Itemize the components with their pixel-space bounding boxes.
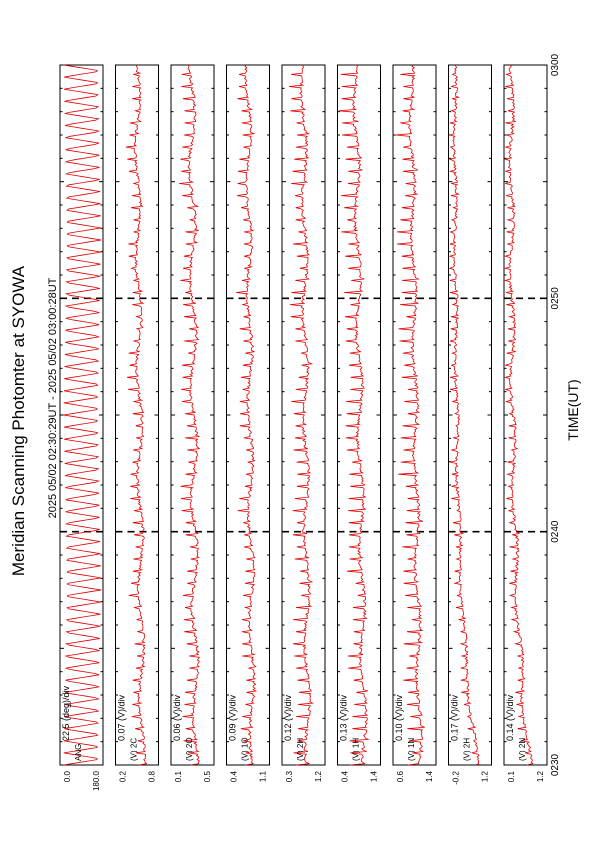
panel-8: 1.2 -0.2(V) 2H0.17 (V)/div [448, 64, 492, 785]
panel-frame [59, 64, 104, 766]
panel-name: (V) 1O [241, 737, 250, 761]
panel-name: ANG [74, 744, 83, 761]
panel-scale: 0.13 (V)/div [339, 694, 349, 741]
panel-name: (V) 2C [130, 738, 139, 761]
panel-6: 1.4 0.4(V) 1H0.13 (V)/div [337, 64, 381, 782]
series-trace [236, 64, 258, 766]
panel-scale: 0.14 (V)/div [505, 694, 515, 741]
ytick-top: 1.4 [370, 770, 379, 782]
panel-name: (V) 2N [518, 738, 527, 761]
time-tick-label: 0300 [550, 53, 561, 76]
ytick-top: 180.0 [92, 770, 101, 791]
figure-title: Meridian Scanning Photomter at SYOWA [9, 265, 28, 576]
ytick-bottom: 0.4 [341, 770, 350, 782]
series-trace [288, 64, 315, 766]
time-tick-label: 0240 [550, 520, 561, 543]
ytick-top: 0.5 [203, 770, 212, 782]
series-trace [503, 64, 534, 766]
ytick-bottom: 0.2 [119, 770, 128, 782]
ytick-top: 1.2 [481, 770, 490, 782]
panel-name: (V) 1N [407, 738, 416, 761]
time-tick-label: 0250 [550, 287, 561, 310]
series-trace [125, 64, 148, 766]
ytick-bottom: 0.1 [174, 770, 183, 782]
series-trace [448, 64, 480, 766]
panel-scale: 0.09 (V)/div [228, 694, 238, 741]
ytick-top: 1.4 [425, 770, 434, 782]
panel-name: (V) 2H [296, 738, 305, 761]
panel-scale: 22.5 (deg)/div [61, 685, 71, 741]
ytick-bottom: -0.2 [452, 770, 461, 784]
figure-subtitle: 2025 05/02 02:30:29UT - 2025 05/02 03:00… [47, 277, 59, 518]
panel-2: 0.8 0.2(V) 2C0.07 (V)/div [115, 64, 159, 782]
panel-4: 1.1 0.4(V) 1O0.09 (V)/div [226, 64, 270, 782]
panel-name: (V) 1H [352, 738, 361, 761]
ytick-bottom: 0.1 [507, 770, 516, 782]
panel-5: 1.2 0.3(V) 2H0.12 (V)/div [281, 64, 326, 782]
panel-scale: 0.07 (V)/div [117, 694, 127, 741]
time-tick-labels: 0230 0240 0250 0300 [550, 53, 561, 776]
panel-7: 1.4 0.6(V) 1N0.10 (V)/div [392, 64, 437, 782]
panel-3: 0.5 0.1(V) 2O0.06 (V)/div [170, 64, 215, 782]
x-axis-label: TIME(UT) [565, 379, 581, 440]
ytick-top: 1.1 [259, 770, 268, 782]
panel-name: (V) 2H [463, 738, 472, 761]
ytick-top: 0.8 [148, 770, 157, 782]
panel-scale: 0.12 (V)/div [283, 694, 293, 741]
ytick-top: 1.2 [314, 770, 323, 782]
panel-9: 1.2 0.1(V) 2N0.14 (V)/div [503, 64, 548, 782]
ytick-bottom: 0.6 [396, 770, 405, 782]
panel-scale: 0.17 (V)/div [450, 694, 460, 741]
time-tick-label: 0230 [550, 753, 561, 776]
series-trace [338, 64, 370, 766]
panel-scale: 0.06 (V)/div [172, 694, 182, 741]
series-trace [63, 64, 102, 766]
panel-name: (V) 2O [185, 737, 194, 761]
series-trace [179, 64, 201, 766]
series-trace [395, 64, 425, 766]
ytick-bottom: 0.4 [230, 770, 239, 782]
panel-scale: 0.10 (V)/div [394, 694, 404, 741]
ytick-bottom: 0.0 [63, 770, 72, 782]
ytick-bottom: 0.3 [285, 770, 294, 782]
ytick-top: 1.2 [536, 770, 545, 782]
